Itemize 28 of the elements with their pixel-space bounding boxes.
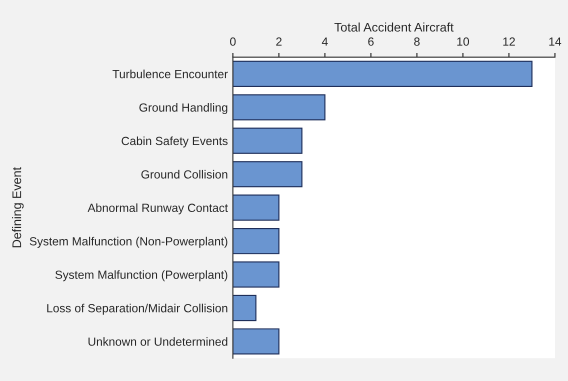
x-tick-label: 4 [322,38,328,46]
bar [232,60,532,87]
y-tick-label: Unknown or Undetermined [88,337,228,346]
bar [232,128,302,154]
x-tick-label: 2 [276,37,282,46]
x-tick-label: 14 [549,38,562,46]
y-tick-label: Loss of Separation/Midair Collision [47,304,228,315]
bar [232,161,302,188]
y-tick-label: System Malfunction (Non-Powerplant) [30,236,228,248]
y-tick-label: Abnormal Runway Contact [88,203,228,214]
y-tick-label: Ground Collision [141,170,228,179]
x-tick-label: 12 [503,37,515,46]
y-tick-label: Turbulence Encounter [112,70,228,78]
y-tick-label: System Malfunction (Powerplant) [55,270,228,282]
bar [232,94,326,120]
bar [232,294,256,322]
y-tick-label: Cabin Safety Events [122,136,228,148]
x-tick-label: 0 [230,37,236,46]
bar [232,194,280,221]
x-tick-label: 8 [414,37,420,46]
bar [232,328,280,355]
bar [232,228,280,254]
x-tick-label: 6 [368,37,374,46]
x-tick-label: 10 [457,37,470,46]
bar [232,261,280,288]
y-axis-title: Defining Event [12,167,24,248]
x-axis-title: Total Accident Aircraft [334,22,454,32]
y-tick-label: Ground Handling [139,103,228,114]
